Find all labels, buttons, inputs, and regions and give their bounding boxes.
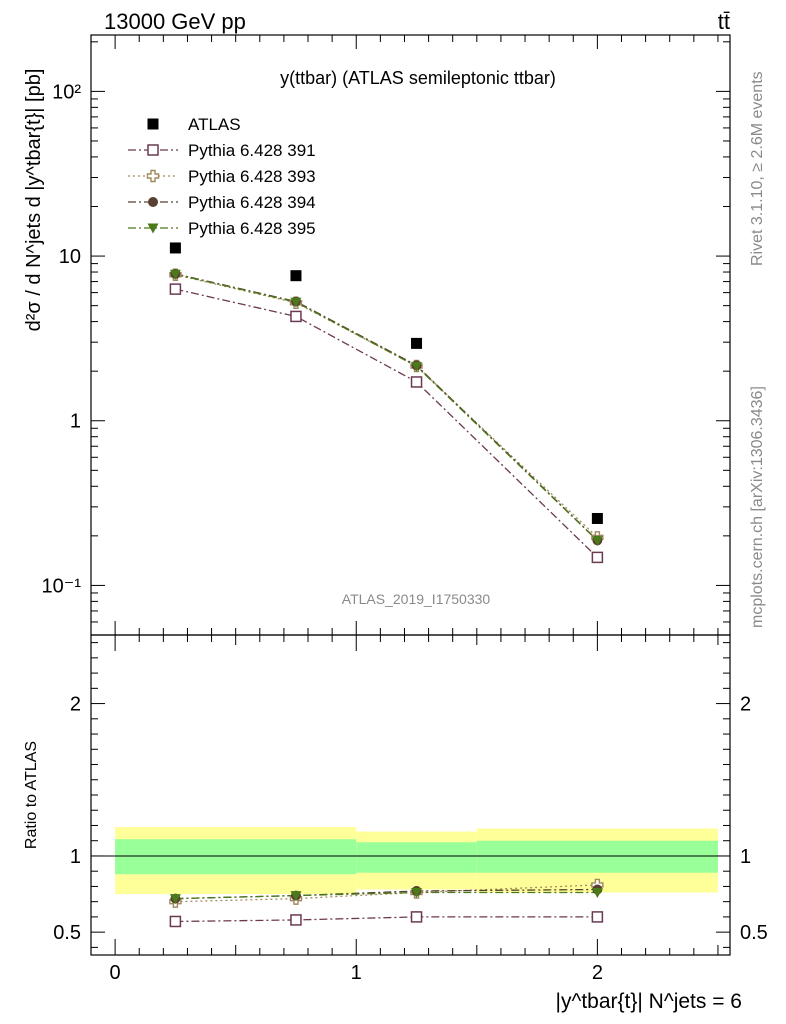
ratio-line-p391 <box>175 916 598 923</box>
ratio-point-p391 <box>169 915 182 928</box>
ratio-band-inner <box>115 839 357 875</box>
ratio-y-tick-label-left: 0.5 <box>53 922 81 944</box>
legend-marker-p393 <box>146 169 160 183</box>
ratio-point-p391 <box>591 911 604 923</box>
legend-item-p391: Pythia 6.428 391 <box>128 141 316 160</box>
main-point-p395 <box>169 269 181 280</box>
ratio-y-tick-label-right: 2 <box>740 694 751 716</box>
header-energy-label: 13000 GeV pp <box>104 9 246 34</box>
ratio-x-tick-label: 1 <box>351 962 362 984</box>
ratio-panel: 0.5 0.5 1 1 2 2 0 1 2 Ratio to ATLAS |y^tbar{t}|… <box>23 634 768 1013</box>
ratio-y-tick-label-right: 0.5 <box>740 922 768 944</box>
legend-marker-p394 <box>148 197 158 207</box>
main-point-p391 <box>591 551 604 564</box>
ratio-line-p395 <box>175 891 598 900</box>
legend-marker-p391 <box>147 144 159 156</box>
main-point-p391 <box>410 376 423 388</box>
legend-label-p395: Pythia 6.428 395 <box>188 219 316 238</box>
legend-item-p394: Pythia 6.428 394 <box>128 193 316 212</box>
main-point-p395 <box>591 536 603 547</box>
main-y-tick-label: 10 <box>59 246 81 268</box>
legend-item-atlas: ATLAS <box>147 115 241 134</box>
ratio-x-tick-label: 2 <box>592 962 603 984</box>
main-y-tick-label: 10⁻¹ <box>42 575 82 597</box>
rivet-version-label: Rivet 3.1.10, ≥ 2.6M events <box>749 71 766 266</box>
ratio-y-tick-label-left: 2 <box>70 694 81 716</box>
ratio-point-p395 <box>290 891 302 902</box>
ratio-point-p395 <box>591 888 603 899</box>
header-process-label: tt̄ <box>718 9 730 34</box>
ratio-point-p395 <box>169 894 181 905</box>
ratio-x-tick-label: 0 <box>110 962 121 984</box>
legend-item-p395: Pythia 6.428 395 <box>128 219 316 238</box>
main-y-tick-label: 10² <box>52 81 81 103</box>
ratio-y-tick-label-left: 1 <box>70 846 81 868</box>
main-point-atlas <box>411 337 423 349</box>
x-axis-label: |y^tbar{t}| N^jets = 6 <box>556 990 742 1013</box>
ratio-y-tick-label-right: 1 <box>740 846 751 868</box>
legend-label-p394: Pythia 6.428 394 <box>188 193 316 212</box>
legend-marker-atlas <box>147 118 159 130</box>
legend-label-p393: Pythia 6.428 393 <box>188 167 316 186</box>
main-line-p391 <box>175 288 598 558</box>
legend: ATLAS Pythia 6.428 391 Pythia 6.428 393 Pyt… <box>128 115 316 238</box>
main-point-p395 <box>411 361 423 372</box>
main-point-atlas <box>290 270 302 282</box>
main-y-tick-label: 1 <box>70 411 81 433</box>
ratio-band-inner <box>356 842 477 873</box>
ratio-point-p395 <box>411 888 423 899</box>
main-panel: 10⁻¹ 1 10 10² y(ttbar) (ATLAS semileptonic … <box>23 34 731 636</box>
main-point-p391 <box>169 283 182 295</box>
legend-label-p391: Pythia 6.428 391 <box>188 141 316 160</box>
legend-label-atlas: ATLAS <box>188 115 241 134</box>
mcplots-label: mcplots.cern.ch [arXiv:1306.3436] <box>749 386 766 628</box>
watermark-label: ATLAS_2019_I1750330 <box>342 591 491 607</box>
main-line-p395 <box>175 273 598 542</box>
main-line-p394 <box>175 273 598 541</box>
ratio-band-inner <box>476 840 718 873</box>
ratio-y-axis-label: Ratio to ATLAS <box>23 741 40 849</box>
main-y-axis-label: d²σ / d N^jets d |y^tbar{t}| [pb] <box>23 69 45 332</box>
ratio-point-p391 <box>290 914 302 926</box>
main-point-p395 <box>290 297 302 308</box>
ratio-line-p393 <box>175 884 598 903</box>
legend-item-p393: Pythia 6.428 393 <box>128 167 316 186</box>
main-point-atlas <box>169 242 181 254</box>
ratio-frame <box>90 634 731 956</box>
main-point-p391 <box>290 310 302 323</box>
ratio-point-p391 <box>410 911 423 923</box>
main-point-atlas <box>591 512 603 524</box>
main-frame <box>90 34 731 636</box>
main-line-p393 <box>175 274 598 538</box>
plot-title: y(ttbar) (ATLAS semileptonic ttbar) <box>280 68 556 88</box>
legend-marker-p395 <box>147 223 159 234</box>
